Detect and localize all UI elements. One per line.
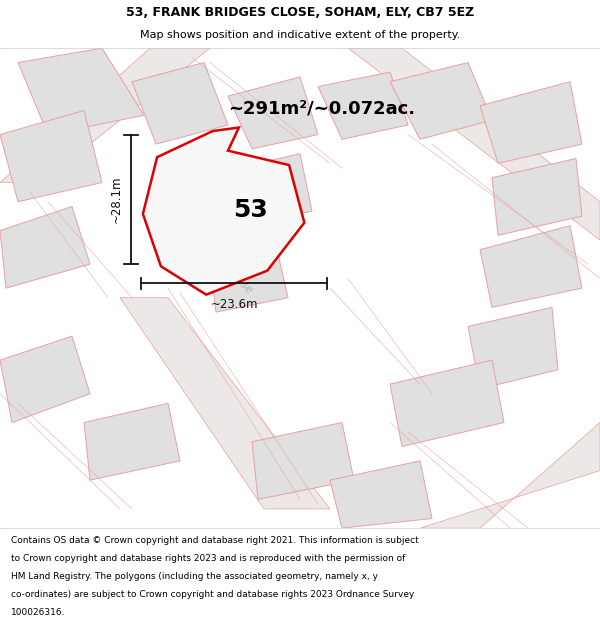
Text: ~23.6m: ~23.6m xyxy=(210,298,258,311)
Polygon shape xyxy=(492,159,582,236)
Polygon shape xyxy=(0,111,102,202)
Polygon shape xyxy=(0,336,90,422)
Text: 100026316.: 100026316. xyxy=(11,608,65,616)
Text: Map shows position and indicative extent of the property.: Map shows position and indicative extent… xyxy=(140,29,460,39)
Polygon shape xyxy=(318,72,408,139)
Polygon shape xyxy=(252,422,354,499)
Text: HM Land Registry. The polygons (including the associated geometry, namely x, y: HM Land Registry. The polygons (includin… xyxy=(11,572,378,581)
Polygon shape xyxy=(120,298,330,509)
Text: Frank Bridges Close: Frank Bridges Close xyxy=(166,214,254,296)
Polygon shape xyxy=(132,62,228,144)
Text: co-ordinates) are subject to Crown copyright and database rights 2023 Ordnance S: co-ordinates) are subject to Crown copyr… xyxy=(11,589,414,599)
Text: Contains OS data © Crown copyright and database right 2021. This information is : Contains OS data © Crown copyright and d… xyxy=(11,536,419,545)
Polygon shape xyxy=(0,206,90,288)
Text: 53: 53 xyxy=(233,198,268,222)
Text: to Crown copyright and database rights 2023 and is reproduced with the permissio: to Crown copyright and database rights 2… xyxy=(11,554,405,562)
Polygon shape xyxy=(84,403,180,480)
Polygon shape xyxy=(18,48,144,134)
Polygon shape xyxy=(210,245,288,312)
Polygon shape xyxy=(390,360,504,446)
Polygon shape xyxy=(216,154,312,226)
Polygon shape xyxy=(348,48,600,240)
Polygon shape xyxy=(0,48,210,182)
Polygon shape xyxy=(390,62,492,139)
Polygon shape xyxy=(420,422,600,528)
Polygon shape xyxy=(480,226,582,308)
Polygon shape xyxy=(330,461,432,528)
Polygon shape xyxy=(228,77,318,149)
Polygon shape xyxy=(468,308,558,389)
Text: ~291m²/~0.072ac.: ~291m²/~0.072ac. xyxy=(228,99,415,117)
Text: 53, FRANK BRIDGES CLOSE, SOHAM, ELY, CB7 5EZ: 53, FRANK BRIDGES CLOSE, SOHAM, ELY, CB7… xyxy=(126,6,474,19)
Text: ~28.1m: ~28.1m xyxy=(109,176,122,223)
Polygon shape xyxy=(480,82,582,163)
Polygon shape xyxy=(143,127,304,294)
